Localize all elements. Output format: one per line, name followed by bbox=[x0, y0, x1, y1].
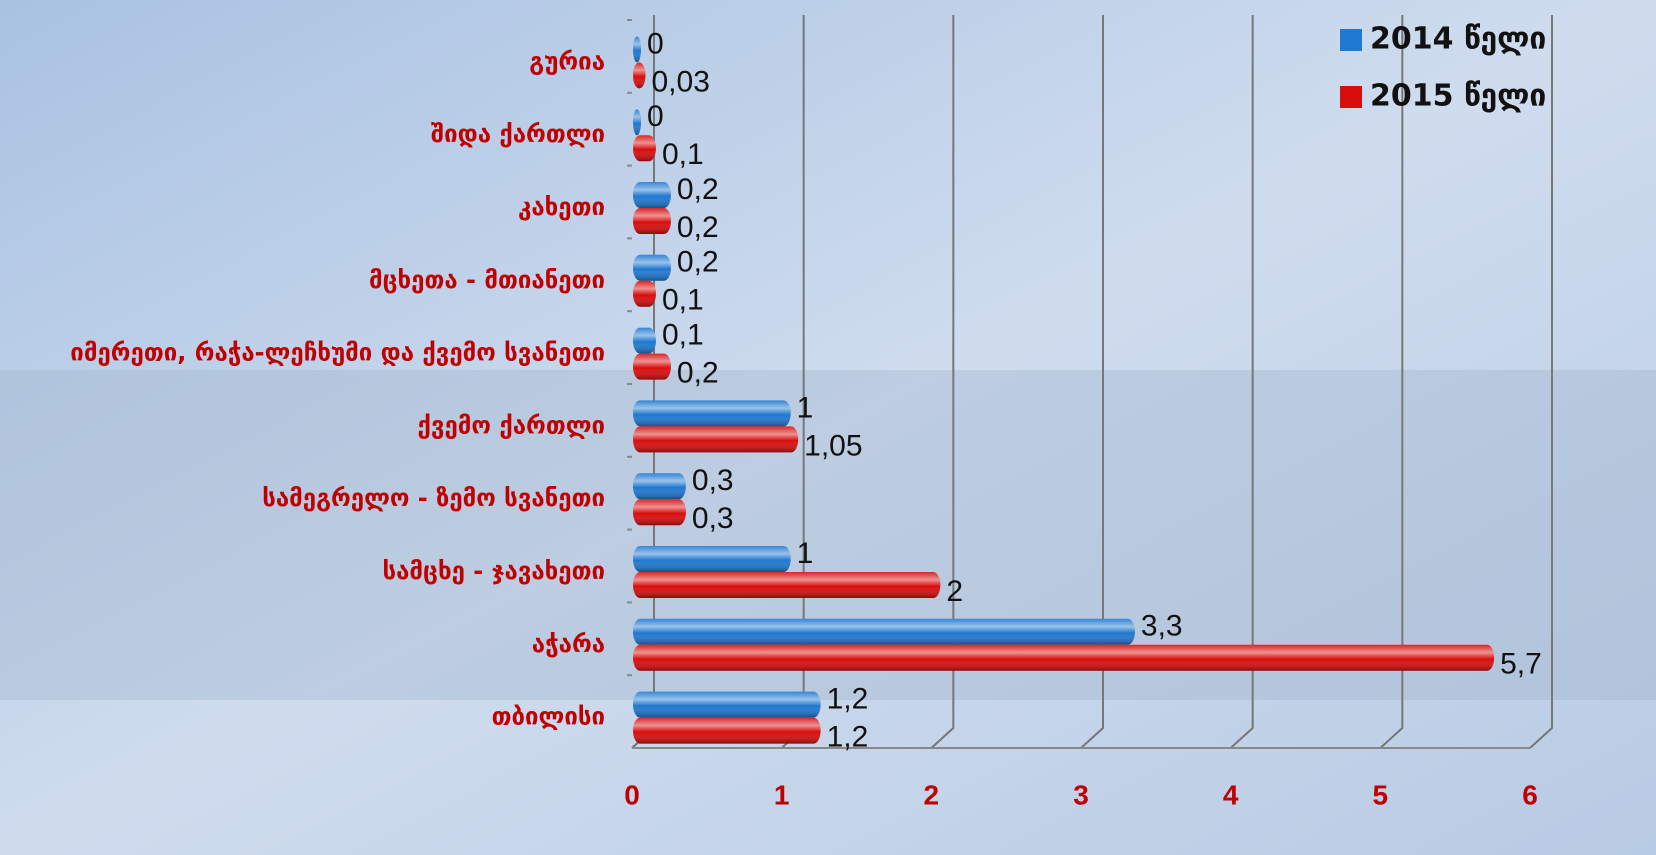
value-label: 0,2 bbox=[677, 246, 719, 279]
bar-shine bbox=[633, 426, 798, 452]
bar-shine bbox=[633, 62, 645, 88]
x-tick-label: 2 bbox=[924, 779, 940, 810]
bar-shine bbox=[633, 645, 1494, 671]
value-label: 1,2 bbox=[827, 721, 869, 754]
value-label: 1 bbox=[797, 537, 814, 570]
y-tick-label: გურია bbox=[529, 47, 605, 75]
bar-shine bbox=[633, 109, 641, 135]
x-tick-label: 5 bbox=[1373, 779, 1389, 810]
value-label: 1,05 bbox=[804, 429, 862, 462]
bar-shine bbox=[633, 281, 656, 307]
y-tick-label: თბილისი bbox=[492, 703, 605, 731]
legend-swatch bbox=[1340, 86, 1362, 108]
legend-label: 2015 წელი bbox=[1370, 79, 1546, 114]
y-tick-label: კახეთი bbox=[518, 193, 605, 221]
bar-shine bbox=[633, 546, 791, 572]
value-label: 5,7 bbox=[1500, 648, 1542, 681]
value-label: 1 bbox=[797, 391, 814, 424]
value-label: 0 bbox=[647, 27, 664, 60]
bar-shine bbox=[633, 473, 686, 499]
bar-shine bbox=[633, 135, 656, 161]
bar-shine bbox=[633, 499, 686, 525]
value-label: 0,1 bbox=[662, 284, 704, 317]
value-label: 3,3 bbox=[1141, 610, 1183, 643]
value-label: 2 bbox=[946, 575, 963, 608]
bar-shine bbox=[633, 182, 671, 208]
bar-shine bbox=[633, 328, 656, 354]
bar-shine bbox=[633, 36, 641, 62]
value-label: 0,1 bbox=[662, 319, 704, 352]
value-label: 0,3 bbox=[692, 464, 734, 497]
y-tick-label: აჭარა bbox=[532, 630, 605, 658]
y-tick-label: სამეგრელო - ზემო სვანეთი bbox=[262, 484, 605, 512]
value-label: 0,3 bbox=[692, 502, 734, 535]
y-tick-label: მცხეთა - მთიანეთი bbox=[369, 266, 605, 294]
value-label: 0,2 bbox=[677, 211, 719, 244]
value-label: 0,2 bbox=[677, 357, 719, 390]
bar-shine bbox=[633, 255, 671, 281]
bar-shine bbox=[633, 718, 821, 744]
bar-shine bbox=[633, 619, 1135, 645]
value-label: 0 bbox=[647, 100, 664, 133]
x-tick-label: 0 bbox=[624, 779, 640, 810]
x-tick-label: 3 bbox=[1073, 779, 1089, 810]
chart: 0 1 2 3 4 5 6 გურია შიდა ქართლი კახეთი მცხეთა - მთ… bbox=[0, 0, 1656, 855]
bar-shine bbox=[633, 208, 671, 234]
value-label: 0,2 bbox=[677, 173, 719, 206]
legend-label: 2014 წელი bbox=[1370, 22, 1546, 57]
y-tick-label: ქვემო ქართლი bbox=[418, 411, 605, 439]
value-label: 0,1 bbox=[662, 138, 704, 171]
y-tick-label: იმერეთი, რაჭა-ლეჩხუმი და ქვემო სვანეთი bbox=[70, 339, 605, 367]
x-tick-label: 6 bbox=[1522, 779, 1538, 810]
bar-shine bbox=[633, 572, 940, 598]
page: 0 1 2 3 4 5 6 გურია შიდა ქართლი კახეთი მცხეთა - მთ… bbox=[0, 0, 1656, 855]
value-label: 0,03 bbox=[651, 65, 709, 98]
bar-shine bbox=[633, 400, 791, 426]
x-tick-label: 4 bbox=[1223, 779, 1239, 810]
legend-swatch bbox=[1340, 29, 1362, 51]
bar-shine bbox=[633, 354, 671, 380]
value-label: 1,2 bbox=[827, 683, 869, 716]
bar-shine bbox=[633, 692, 821, 718]
y-tick-label: სამცხე - ჯავახეთი bbox=[382, 557, 605, 585]
y-tick-label: შიდა ქართლი bbox=[431, 120, 605, 148]
x-tick-label: 1 bbox=[774, 779, 790, 810]
